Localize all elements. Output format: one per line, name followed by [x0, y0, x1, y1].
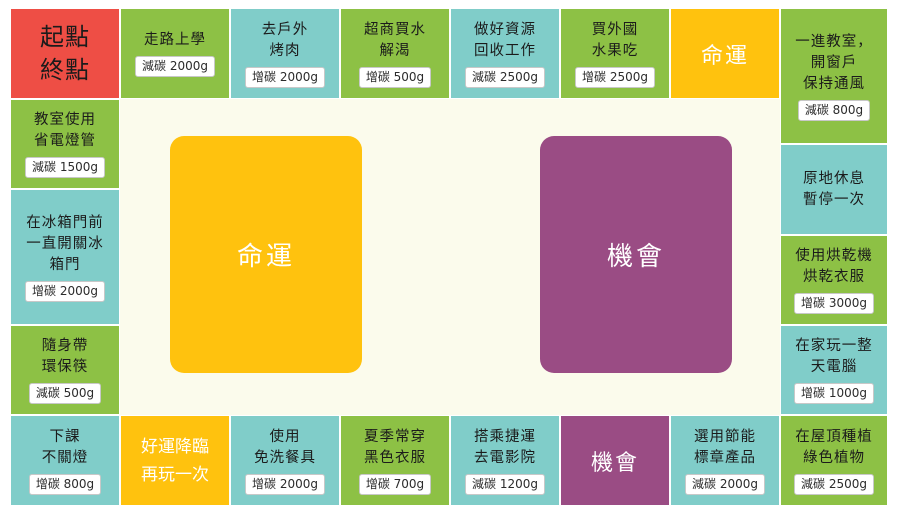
carbon-badge: 增碳 700g	[358, 473, 432, 495]
square-black-clothes[interactable]: 夏季常穿 黑色衣服 增碳 700g	[340, 415, 450, 506]
carbon-badge: 減碳 800g	[797, 99, 871, 121]
square-label: 一進教室， 開窗戶 保持通風	[795, 33, 873, 92]
square-label: 原地休息 暫停一次	[803, 170, 865, 208]
square-walk-to-school[interactable]: 走路上學 減碳 2000g	[120, 8, 230, 99]
square-chance[interactable]: 機會	[560, 415, 670, 506]
carbon-badge: 減碳 2000g	[135, 56, 215, 77]
square-rest-skip-turn[interactable]: 原地休息 暫停一次	[780, 144, 888, 235]
carbon-badge: 減碳 1200g	[465, 473, 545, 495]
square-fridge-door[interactable]: 在冰箱門前 一直開關冰 箱門 增碳 2000g	[10, 189, 120, 325]
chance-card-deck[interactable]: 機會	[540, 136, 732, 373]
square-label: 在家玩一整 天電腦	[795, 338, 873, 375]
square-label: 選用節能 標章產品	[694, 428, 756, 466]
square-label: 好運降臨 再玩一次	[141, 436, 209, 485]
carbon-badge: 減碳 500g	[28, 383, 102, 404]
carbon-badge: 增碳 2000g	[245, 66, 325, 88]
start-end-label: 起點 終點	[40, 22, 90, 84]
square-lucky-play-again[interactable]: 好運降臨 再玩一次	[120, 415, 230, 506]
square-label: 命運	[700, 43, 749, 69]
fate-card-label: 命運	[236, 242, 295, 272]
square-label: 在冰箱門前 一直開關冰 箱門	[26, 214, 104, 273]
square-label: 去戶外 烤肉	[261, 21, 309, 59]
square-label: 在屋頂種植 綠色植物	[795, 428, 873, 466]
square-computer-all-day[interactable]: 在家玩一整 天電腦 增碳 1000g	[780, 325, 888, 415]
square-label: 走路上學	[144, 32, 206, 48]
square-energy-label-products[interactable]: 選用節能 標章產品 減碳 2000g	[670, 415, 780, 506]
square-open-windows[interactable]: 一進教室， 開窗戶 保持通風 減碳 800g	[780, 8, 888, 144]
carbon-badge: 減碳 2000g	[685, 473, 765, 495]
carbon-badge: 減碳 2500g	[794, 473, 874, 495]
square-recycling[interactable]: 做好資源 回收工作 減碳 2500g	[450, 8, 560, 99]
square-imported-fruit[interactable]: 買外國 水果吃 增碳 2500g	[560, 8, 670, 99]
square-reusable-chopsticks[interactable]: 隨身帶 環保筷 減碳 500g	[10, 325, 120, 415]
carbon-badge: 減碳 1500g	[25, 157, 105, 178]
carbon-badge: 增碳 2500g	[575, 66, 655, 88]
carbon-badge: 增碳 800g	[28, 473, 102, 495]
square-label: 夏季常穿 黑色衣服	[364, 428, 426, 466]
start-end-square[interactable]: 起點 終點	[10, 8, 120, 99]
square-mrt-to-cinema[interactable]: 搭乘捷運 去電影院 減碳 1200g	[450, 415, 560, 506]
square-label: 超商買水 解渴	[364, 21, 426, 59]
square-label: 機會	[590, 450, 639, 476]
square-label: 做好資源 回收工作	[474, 21, 536, 59]
carbon-badge: 增碳 2000g	[245, 473, 325, 495]
square-label: 買外國 水果吃	[591, 21, 639, 59]
square-fate[interactable]: 命運	[670, 8, 780, 99]
chance-card-label: 機會	[606, 242, 665, 272]
square-outdoor-bbq[interactable]: 去戶外 烤肉 增碳 2000g	[230, 8, 340, 99]
carbon-badge: 增碳 3000g	[794, 293, 874, 314]
square-rooftop-plants[interactable]: 在屋頂種植 綠色植物 減碳 2500g	[780, 415, 888, 506]
carbon-badge: 增碳 500g	[358, 66, 432, 88]
square-label: 下課 不關燈	[41, 428, 89, 466]
square-label: 使用 免洗餐具	[254, 428, 316, 466]
carbon-badge: 減碳 2500g	[465, 66, 545, 88]
square-buy-bottled-water[interactable]: 超商買水 解渴 增碳 500g	[340, 8, 450, 99]
square-label: 隨身帶 環保筷	[41, 338, 89, 375]
square-clothes-dryer[interactable]: 使用烘乾機 烘乾衣服 增碳 3000g	[780, 235, 888, 325]
square-label: 教室使用 省電燈管	[34, 112, 96, 149]
fate-card-deck[interactable]: 命運	[170, 136, 362, 373]
carbon-badge: 增碳 2000g	[25, 280, 105, 302]
square-label: 搭乘捷運 去電影院	[474, 428, 536, 466]
carbon-badge: 增碳 1000g	[794, 383, 874, 404]
square-label: 使用烘乾機 烘乾衣服	[795, 248, 873, 285]
square-lights-off[interactable]: 下課 不關燈 增碳 800g	[10, 415, 120, 506]
square-disposable-tableware[interactable]: 使用 免洗餐具 增碳 2000g	[230, 415, 340, 506]
square-energy-saving-lamps[interactable]: 教室使用 省電燈管 減碳 1500g	[10, 99, 120, 189]
